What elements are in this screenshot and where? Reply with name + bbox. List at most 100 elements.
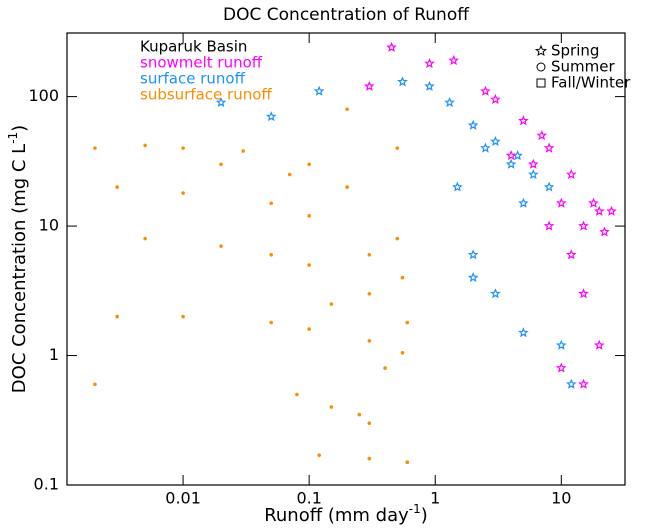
star-point	[313, 85, 325, 96]
x-tick-label: 0.01	[165, 489, 201, 508]
star-point	[543, 142, 555, 153]
star-point	[543, 181, 555, 192]
star-point	[528, 158, 539, 169]
star-point	[505, 158, 517, 169]
star-point	[467, 272, 479, 283]
dot-point	[93, 146, 97, 150]
star-point	[556, 362, 567, 373]
legend-entry: surface runoff	[140, 70, 246, 88]
dot-point	[269, 252, 274, 257]
dot-point	[143, 236, 147, 241]
star-point	[518, 197, 529, 208]
star-point	[578, 288, 589, 299]
points	[93, 41, 617, 465]
y-label-sup: -1	[6, 132, 20, 144]
star-point	[518, 327, 529, 338]
chart-title: DOC Concentration of Runoff	[223, 5, 470, 25]
dot-point	[307, 214, 311, 218]
star-point	[578, 378, 589, 389]
marker-legend-label: Fall/Winter	[551, 74, 631, 92]
star-point	[480, 142, 491, 153]
dot-point	[405, 460, 410, 465]
star-point	[467, 249, 479, 260]
dot-point	[143, 143, 147, 148]
dot-point	[329, 405, 334, 409]
legend-symbol	[534, 44, 548, 57]
star-point	[566, 378, 577, 389]
star-point	[490, 135, 501, 146]
dot-point	[405, 320, 410, 325]
star-point	[215, 96, 227, 108]
star-point	[556, 197, 567, 208]
star-point	[606, 205, 617, 216]
dot-point	[317, 453, 321, 457]
star-point	[490, 94, 501, 104]
y-tick-label: 0.1	[34, 475, 59, 494]
dot-point	[287, 172, 292, 177]
dot-point	[219, 162, 223, 167]
star-point	[594, 339, 605, 350]
dot-point	[367, 456, 372, 461]
dot-point	[307, 263, 311, 267]
dot-point	[345, 185, 349, 189]
legend-entry: subsurface runoff	[140, 86, 272, 104]
dot-point	[383, 366, 387, 370]
star-point	[505, 149, 517, 161]
dot-point	[357, 412, 362, 417]
star-point	[265, 111, 277, 122]
star-point	[448, 54, 459, 66]
x-tick-label: 10	[551, 489, 571, 508]
legend-symbol	[536, 62, 546, 72]
x-label-text: Runoff (mm day	[264, 505, 409, 526]
star-point	[452, 181, 463, 192]
plot-frame	[66, 32, 626, 486]
star-point	[594, 205, 605, 216]
dot-point	[219, 244, 223, 248]
dot-point	[400, 275, 405, 280]
star-point	[518, 115, 529, 126]
legend-symbol	[536, 78, 546, 88]
marker-legend-label: Spring	[551, 42, 599, 60]
star-point	[490, 288, 501, 299]
y-axis-label: DOC Concentration (mg C L-1)	[6, 125, 31, 393]
star-point	[599, 226, 610, 237]
dot-point	[329, 302, 334, 306]
dot-point	[93, 382, 97, 387]
star-point	[480, 85, 491, 96]
legend-title: Kuparuk Basin	[140, 38, 247, 56]
dot-point	[269, 201, 274, 206]
dot-point	[307, 162, 311, 167]
dot-point	[295, 392, 299, 397]
dot-point	[181, 146, 185, 150]
star-point	[555, 339, 567, 350]
star-point	[566, 169, 577, 180]
dot-point	[115, 314, 119, 319]
dot-point	[395, 236, 400, 241]
dot-point	[367, 252, 372, 257]
y-label-text: DOC Concentration (mg C L	[9, 144, 30, 393]
dot-point	[345, 107, 349, 111]
dot-point	[181, 191, 185, 195]
star-point	[588, 197, 599, 208]
dot-point	[241, 149, 246, 153]
legend-entry: snowmelt runoff	[140, 54, 263, 72]
marker-legend-label: Summer	[551, 58, 615, 76]
star-point	[444, 96, 455, 108]
star-point	[578, 220, 589, 231]
dot-point	[269, 320, 274, 325]
dot-point	[367, 421, 372, 426]
x-axis-label: Runoff (mm day-1)	[264, 502, 428, 527]
star-point	[536, 130, 548, 141]
star-point	[543, 220, 555, 231]
dot-point	[367, 338, 372, 343]
y-tick-label: 1	[49, 345, 59, 364]
star-point	[467, 119, 479, 130]
star-point	[528, 169, 539, 180]
x-tick-label: 0.1	[296, 489, 321, 508]
dot-point	[395, 146, 400, 150]
x-label-end: )	[421, 505, 428, 526]
y-tick-label: 10	[39, 216, 59, 235]
star-point	[512, 150, 523, 161]
star-point	[424, 58, 435, 69]
